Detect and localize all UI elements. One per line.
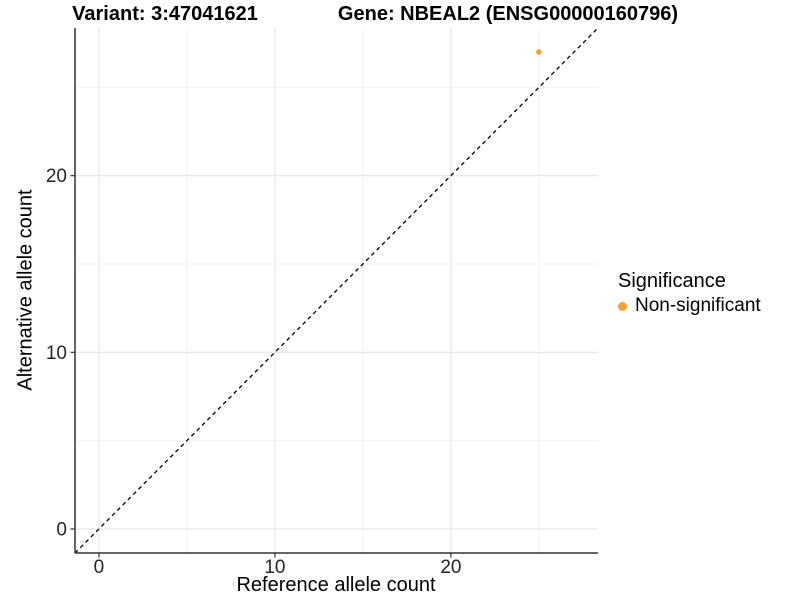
identity-line [74,27,599,554]
legend-title: Significance [618,270,726,292]
plot-title-gene: Gene: NBEAL2 (ENSG00000160796) [337,3,679,25]
legend-item: Non-significant [618,295,761,317]
x-tick-label: 10 [264,557,285,578]
y-axis-title: Alternative allele count [14,189,37,391]
x-tick-label: 0 [94,557,105,578]
legend-item-label: Non-significant [635,295,761,316]
y-tick-label: 0 [56,519,67,540]
legend: Significance Non-significant [618,269,761,317]
legend-point-icon [618,301,627,311]
y-tick-label: 20 [46,166,67,187]
x-axis-title: Reference allele count [236,574,436,596]
y-tick-label: 10 [46,343,67,364]
x-tick-label: 20 [440,557,461,578]
data-point [536,49,542,55]
plot-title-variant: Variant: 3:47041621 [72,3,258,25]
